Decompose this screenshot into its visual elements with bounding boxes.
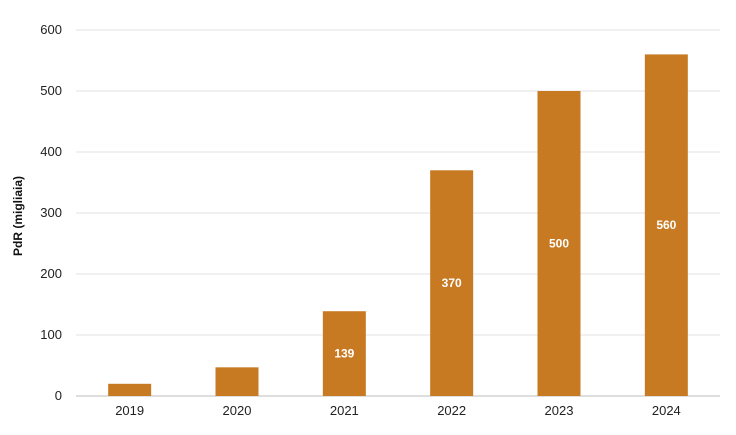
x-tick-label: 2019 bbox=[115, 403, 144, 418]
x-tick-label: 2020 bbox=[223, 403, 252, 418]
x-tick-label: 2021 bbox=[330, 403, 359, 418]
data-label: 370 bbox=[442, 276, 462, 290]
x-tick-label: 2024 bbox=[652, 403, 681, 418]
bar-2021 bbox=[322, 311, 366, 396]
x-tick-labels: 2019 2020 2021 2022 2023 2024 bbox=[115, 403, 681, 418]
bar-2020 bbox=[215, 367, 259, 396]
bar-2022 bbox=[430, 170, 474, 396]
data-label: 500 bbox=[549, 237, 569, 251]
x-tick-label: 2023 bbox=[545, 403, 574, 418]
data-labels: 139 370 500 560 bbox=[334, 218, 676, 360]
data-label: 560 bbox=[656, 218, 676, 232]
bar-2023 bbox=[537, 91, 581, 396]
y-tick-label: 100 bbox=[40, 327, 62, 342]
bar-2024 bbox=[644, 54, 688, 397]
bar-2019 bbox=[108, 383, 152, 396]
y-tick-label: 400 bbox=[40, 144, 62, 159]
y-tick-label: 300 bbox=[40, 205, 62, 220]
x-tick-label: 2022 bbox=[437, 403, 466, 418]
grid-lines bbox=[76, 29, 720, 397]
y-tick-label: 600 bbox=[40, 22, 62, 37]
y-tick-labels: 0 100 200 300 400 500 600 bbox=[40, 22, 62, 403]
y-tick-label: 200 bbox=[40, 266, 62, 281]
y-tick-label: 0 bbox=[55, 388, 62, 403]
data-label: 139 bbox=[334, 347, 354, 361]
y-tick-label: 500 bbox=[40, 83, 62, 98]
bars bbox=[108, 54, 688, 397]
y-axis-label: PdR (migliaia) bbox=[11, 176, 25, 256]
